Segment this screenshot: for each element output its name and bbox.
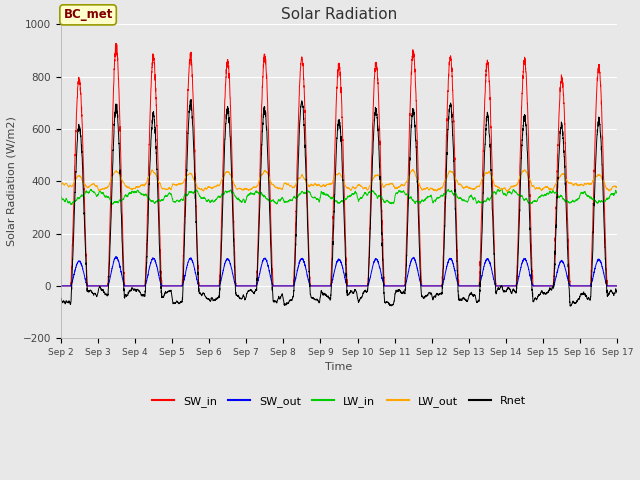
SW_in — [112, 40, 120, 46]
Text: BC_met: BC_met — [63, 8, 113, 22]
Rnet — [613, 289, 621, 295]
SW_out — [57, 283, 65, 289]
LW_out — [614, 184, 621, 190]
SW_out — [613, 283, 621, 289]
LW_out — [464, 184, 472, 190]
SW_in — [157, 264, 164, 270]
X-axis label: Time: Time — [325, 362, 353, 372]
LW_in — [57, 194, 65, 200]
SW_out — [464, 283, 472, 289]
Rnet — [57, 295, 65, 301]
SW_in — [495, 283, 503, 289]
LW_out — [495, 185, 503, 191]
LW_in — [613, 190, 621, 195]
Rnet — [464, 297, 472, 303]
LW_out — [409, 167, 417, 172]
Line: SW_in: SW_in — [61, 43, 618, 286]
LW_in — [497, 186, 505, 192]
SW_in — [319, 283, 326, 289]
LW_in — [433, 195, 441, 201]
Rnet — [495, 287, 503, 292]
SW_in — [464, 283, 472, 289]
Rnet — [319, 289, 326, 295]
Line: LW_out: LW_out — [61, 169, 618, 192]
Rnet — [566, 303, 574, 309]
Rnet — [188, 96, 195, 102]
SW_out — [112, 254, 120, 260]
LW_in — [68, 202, 76, 207]
LW_out — [57, 182, 65, 188]
LW_out — [503, 189, 511, 194]
Rnet — [614, 289, 621, 295]
LW_in — [157, 198, 164, 204]
LW_out — [157, 182, 164, 188]
LW_in — [464, 199, 472, 204]
LW_in — [614, 191, 621, 196]
SW_out — [495, 283, 503, 289]
SW_out — [157, 281, 164, 287]
Rnet — [433, 291, 441, 297]
Title: Solar Radiation: Solar Radiation — [281, 7, 397, 22]
LW_out — [613, 184, 621, 190]
Y-axis label: Solar Radiation (W/m2): Solar Radiation (W/m2) — [7, 117, 17, 246]
Line: SW_out: SW_out — [61, 257, 618, 286]
LW_out — [433, 187, 441, 192]
Legend: SW_in, SW_out, LW_in, LW_out, Rnet: SW_in, SW_out, LW_in, LW_out, Rnet — [147, 391, 531, 411]
SW_in — [57, 283, 65, 289]
Line: Rnet: Rnet — [61, 99, 618, 306]
SW_out — [433, 283, 441, 289]
SW_out — [319, 283, 326, 289]
LW_in — [495, 189, 503, 194]
LW_in — [319, 190, 326, 195]
Rnet — [157, 279, 164, 285]
LW_out — [318, 183, 326, 189]
Line: LW_in: LW_in — [61, 189, 618, 204]
SW_in — [433, 283, 441, 289]
SW_in — [614, 283, 621, 289]
SW_in — [613, 283, 621, 289]
SW_out — [614, 283, 621, 289]
